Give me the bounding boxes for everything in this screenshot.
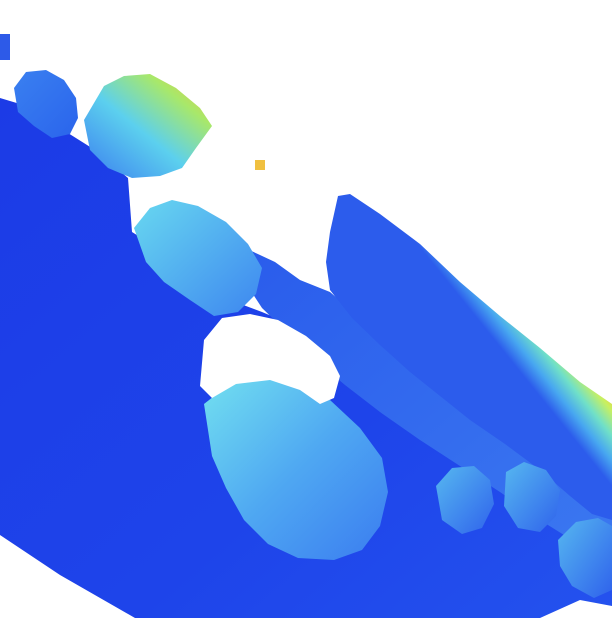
far-ridge	[326, 194, 612, 520]
object-top-left-small	[14, 70, 78, 138]
object-bottom-right-a	[436, 466, 494, 534]
object-bottom-right-b	[504, 462, 560, 532]
object-bottom-right-c	[558, 518, 612, 598]
object-center	[134, 200, 262, 316]
object-small-marker	[255, 160, 265, 170]
object-top-left-corner	[0, 34, 10, 60]
background-corner	[540, 600, 612, 618]
object-top-left-large	[84, 74, 212, 178]
object-center-large	[204, 378, 388, 560]
occlusion-gap	[200, 314, 340, 404]
